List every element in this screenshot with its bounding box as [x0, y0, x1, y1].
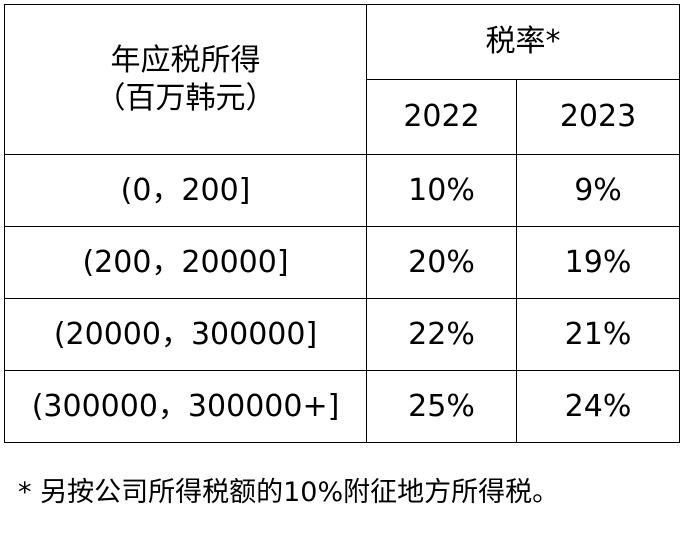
rate-2023-cell: 9%	[516, 154, 680, 227]
income-header-unit: （百万韩元）	[95, 80, 276, 116]
bracket-cell: (0，200]	[4, 154, 367, 227]
table-row: (0，200] 10% 9%	[4, 154, 680, 227]
rate-2022-cell: 20%	[366, 226, 517, 299]
income-header-label: 年应税所得	[110, 43, 261, 78]
rate-header-cell: 税率*	[366, 4, 680, 80]
rate-2023-cell: 21%	[516, 298, 680, 371]
table-row: (200，20000] 20% 19%	[4, 226, 680, 299]
rate-2022-cell: 25%	[366, 370, 517, 443]
table-row: (300000，300000+] 25% 24%	[4, 370, 680, 443]
year-header-2022: 2022	[366, 79, 517, 155]
rate-2023-cell: 24%	[516, 370, 680, 443]
header-row: 年应税所得 （百万韩元） 税率*	[4, 4, 680, 155]
year-header-row: 2022 2023	[5, 79, 680, 155]
bracket-cell: (20000，300000]	[4, 298, 367, 371]
rate-2022-cell: 22%	[366, 298, 517, 371]
footnote: * 另按公司所得税额的10%附征地方所得税。	[18, 477, 560, 508]
year-header-2023: 2023	[516, 79, 680, 155]
income-header-cell: 年应税所得 （百万韩元）	[4, 4, 367, 155]
rate-2022-cell: 10%	[366, 154, 517, 227]
bracket-cell: (300000，300000+]	[4, 370, 367, 443]
tax-rate-table: 年应税所得 （百万韩元） 税率* 2022 2023 (0，200] 10% 9…	[4, 4, 680, 443]
rate-2023-cell: 19%	[516, 226, 680, 299]
table-row: (20000，300000] 22% 21%	[4, 298, 680, 371]
bracket-cell: (200，20000]	[4, 226, 367, 299]
